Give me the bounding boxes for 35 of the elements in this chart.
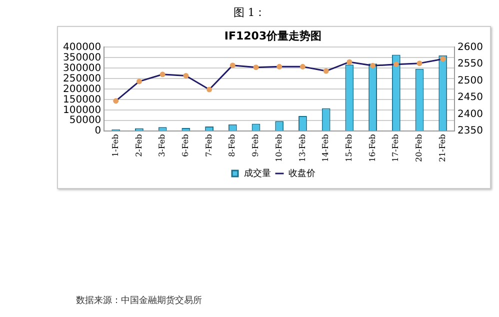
y-tick-label: 300000 [62, 62, 102, 74]
y-tick-label: 100000 [62, 104, 102, 116]
y2-tick-label: 2400 [458, 108, 484, 120]
source-note: 数据来源：中国金融期货交易所 [76, 294, 202, 307]
x-tick-label: 8-Feb [228, 134, 237, 157]
x-tick-label: 3-Feb [158, 134, 167, 157]
x-tick-label: 20-Feb [414, 134, 424, 162]
x-tick-label: 13-Feb [298, 134, 307, 162]
y2-tick-label: 2450 [458, 92, 484, 104]
x-tick-label: 14-Feb [321, 134, 330, 162]
y-tick-label: 350000 [62, 52, 102, 64]
x-tick-label: 2-Feb [134, 134, 144, 157]
y-tick-label: 200000 [62, 84, 102, 95]
x-tick-label: 16-Feb [368, 134, 377, 162]
x-tick-label: 15-Feb [344, 134, 354, 162]
y2-tick-label: 2550 [458, 58, 484, 70]
legend-label: 收盘价 [288, 168, 316, 179]
x-tick-label: 17-Feb [391, 134, 400, 162]
y-tick-label: 50000 [69, 115, 102, 126]
x-tick-label: 9-Feb [251, 134, 260, 157]
legend-label: 成交量 [244, 168, 271, 179]
y-tick-label: 150000 [62, 94, 102, 106]
x-tick-label: 1-Feb [110, 134, 120, 157]
x-tick-label: 10-Feb [274, 134, 284, 162]
y-tick-label: 0 [94, 126, 102, 137]
x-tick-label: 7-Feb [204, 134, 214, 157]
caption: 图 1： [232, 5, 267, 20]
x-tick-label: 21-Feb [438, 134, 447, 162]
y2-tick-label: 2350 [458, 126, 484, 137]
chart-title: IF1203价量走势图 [224, 29, 322, 42]
y-tick-label: 250000 [62, 73, 102, 84]
x-tick-label: 6-Feb [181, 134, 190, 157]
y2-tick-label: 2600 [458, 42, 484, 53]
y-tick-label: 400000 [62, 42, 102, 53]
y2-tick-label: 2500 [458, 75, 484, 86]
